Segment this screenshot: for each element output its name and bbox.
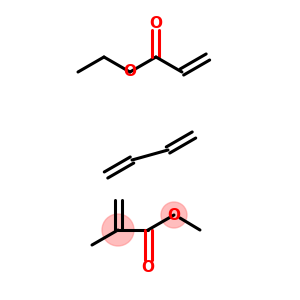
Circle shape [161,202,187,228]
Text: O: O [167,208,181,223]
Text: O: O [142,260,154,274]
Text: O: O [149,16,162,32]
Circle shape [102,214,134,246]
Text: O: O [124,64,136,80]
